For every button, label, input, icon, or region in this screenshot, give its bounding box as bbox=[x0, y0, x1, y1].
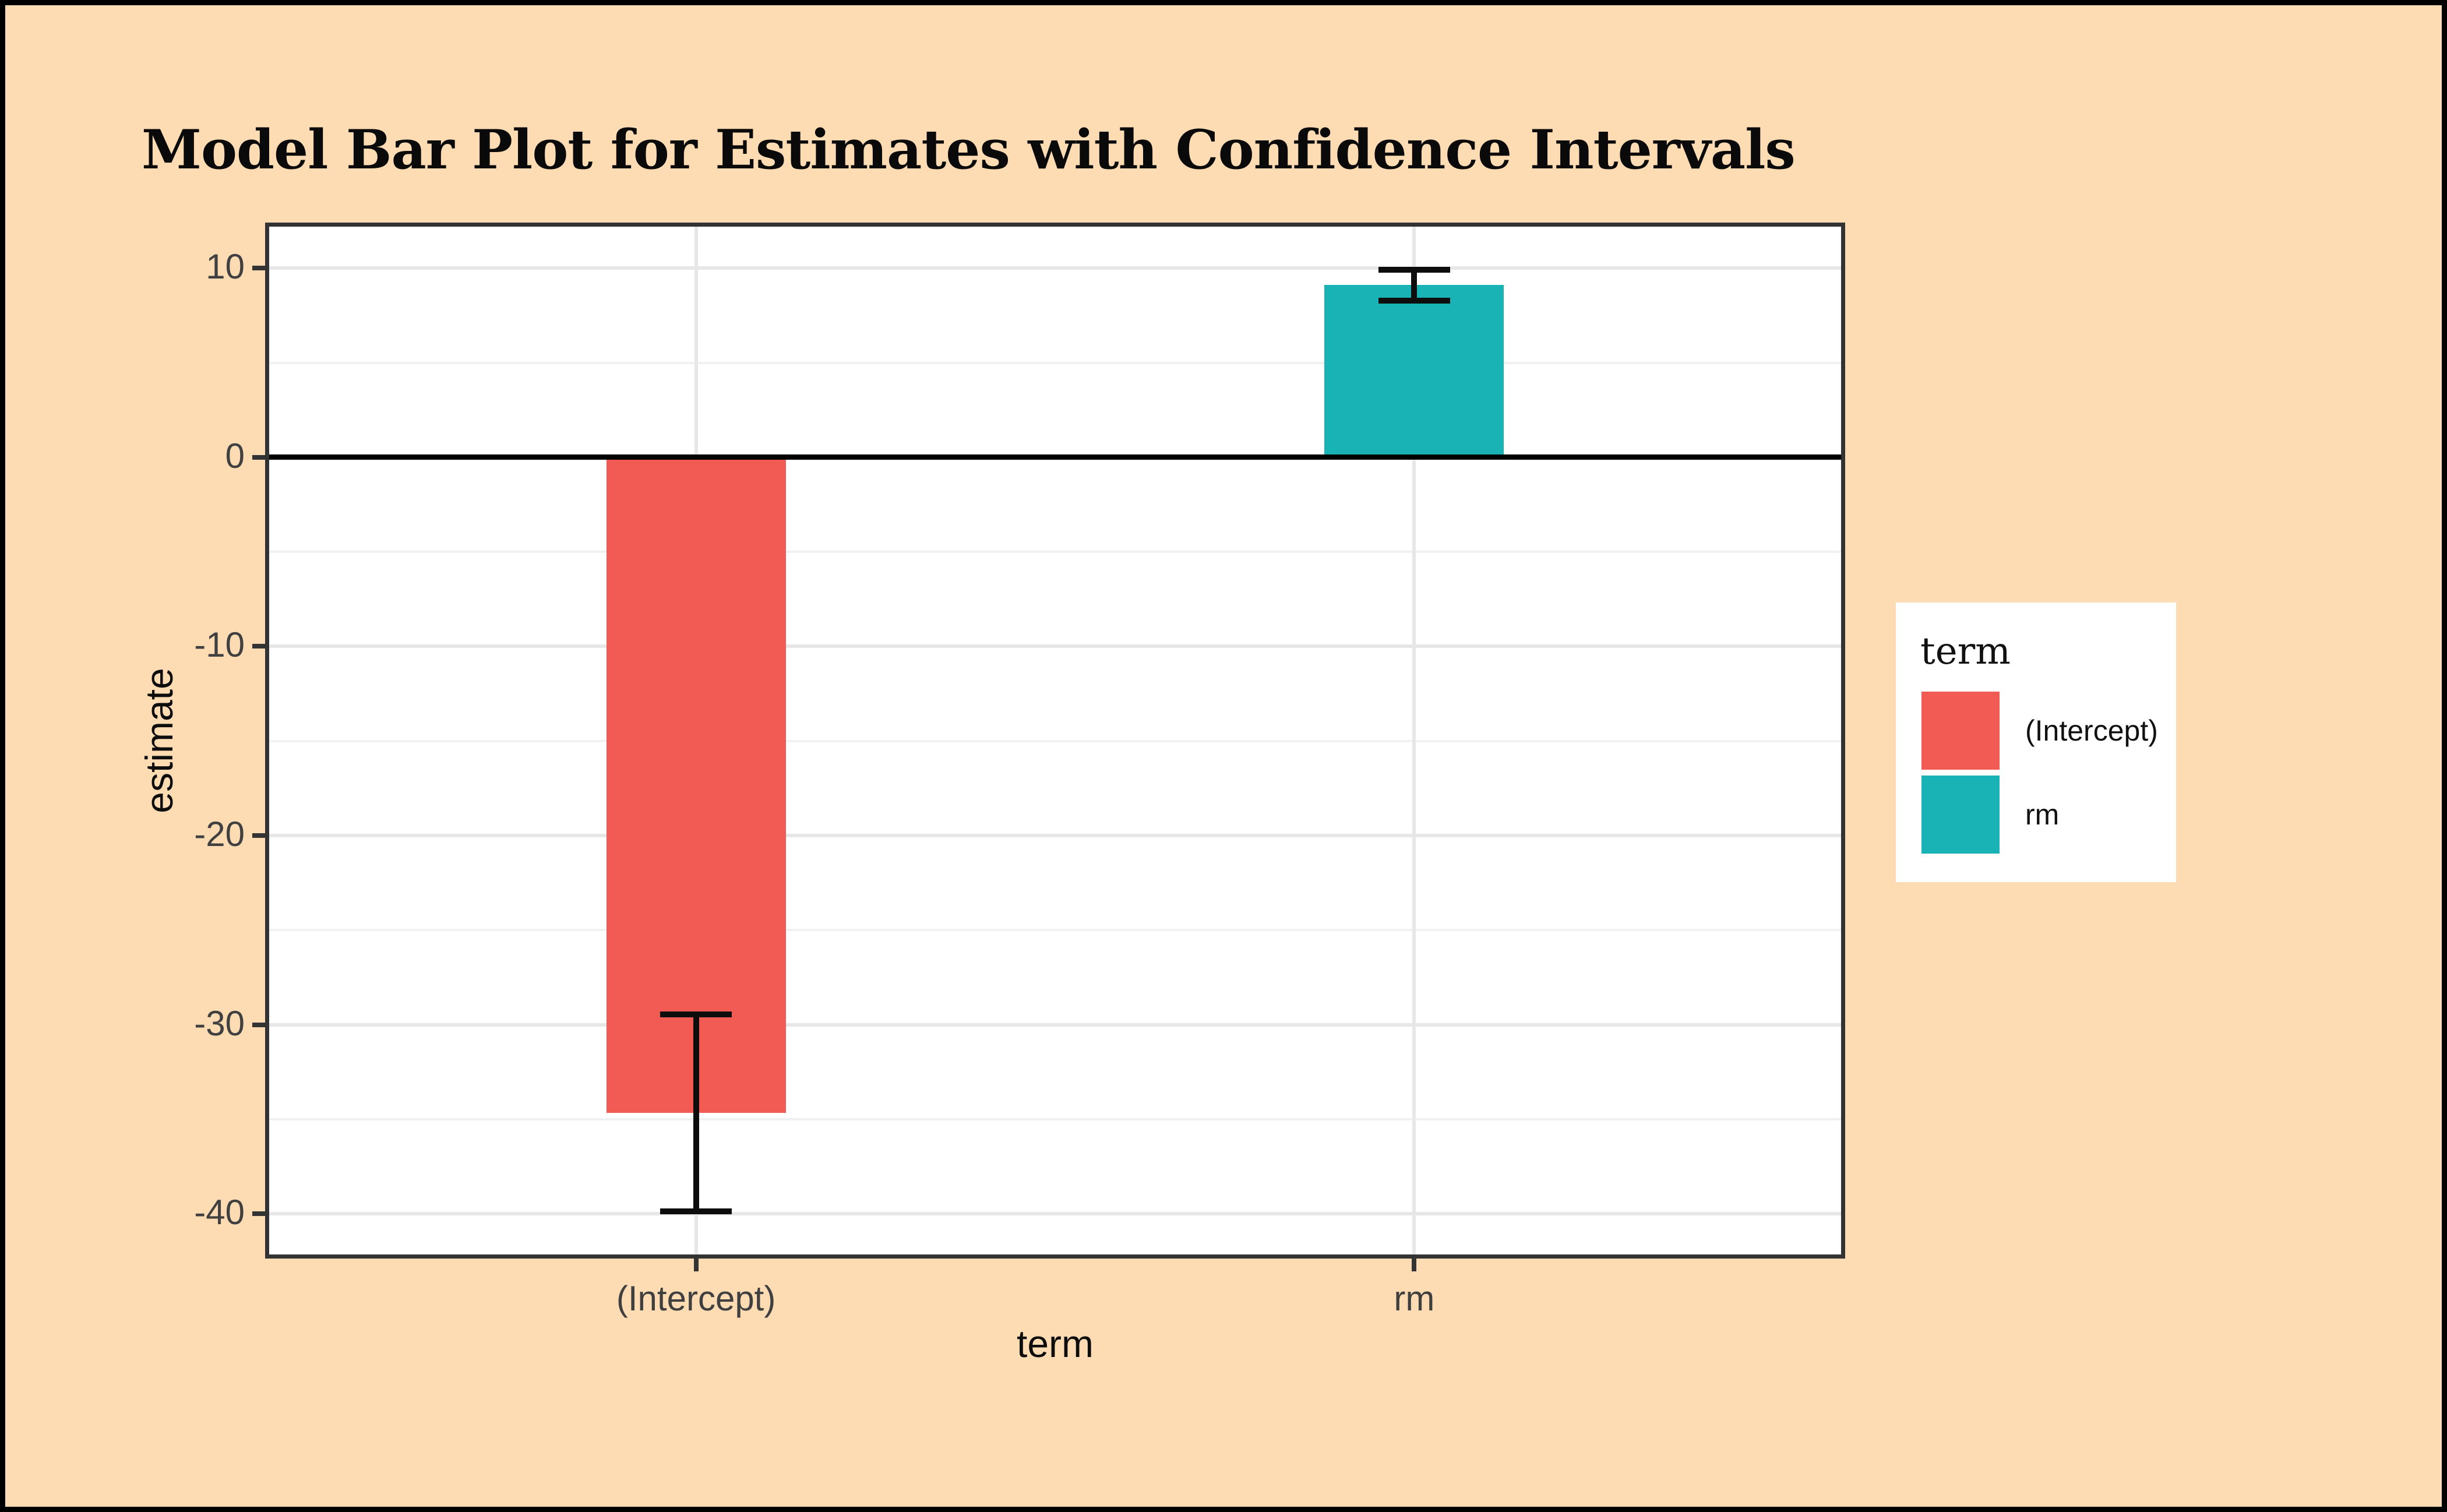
gridline-major-y-10 bbox=[269, 266, 1841, 270]
x-tick-rm bbox=[1412, 1259, 1417, 1271]
bar-rm bbox=[1324, 285, 1504, 457]
legend-title: term bbox=[1920, 630, 2011, 673]
y-tick--10 bbox=[252, 644, 265, 649]
gridline-minor-y-5 bbox=[269, 361, 1841, 364]
y-tick-label--40: -40 bbox=[194, 1193, 245, 1232]
gridline-minor-y--35 bbox=[269, 1118, 1841, 1120]
gridline-x-rm bbox=[1412, 227, 1416, 1254]
y-tick-label--10: -10 bbox=[194, 625, 245, 665]
y-tick-label-10: 10 bbox=[206, 247, 245, 287]
zero-line bbox=[269, 454, 1841, 460]
legend-label-rm: rm bbox=[2025, 798, 2060, 831]
y-tick--40 bbox=[252, 1211, 265, 1217]
legend: term (Intercept) rm bbox=[1896, 602, 2176, 882]
errorbar-stem-(Intercept) bbox=[693, 1014, 699, 1212]
legend-swatch-intercept bbox=[1921, 692, 2000, 770]
x-axis-title: term bbox=[1017, 1322, 1094, 1365]
y-tick--20 bbox=[252, 833, 265, 838]
plot-area bbox=[269, 227, 1841, 1254]
errorbar-cap-low-rm bbox=[1378, 298, 1450, 304]
bar-(Intercept) bbox=[606, 457, 786, 1113]
legend-label-intercept: (Intercept) bbox=[2025, 714, 2158, 747]
errorbar-stem-rm bbox=[1411, 269, 1418, 301]
x-tick-label-rm: rm bbox=[1394, 1279, 1435, 1318]
legend-swatch-rm bbox=[1921, 776, 2000, 854]
errorbar-cap-low-(Intercept) bbox=[660, 1208, 732, 1215]
gridline-major-y--10 bbox=[269, 644, 1841, 648]
y-axis-title: estimate bbox=[137, 668, 181, 813]
gridline-major-y--30 bbox=[269, 1023, 1841, 1027]
chart-title: Model Bar Plot for Estimates with Confid… bbox=[142, 118, 1796, 181]
x-tick-(Intercept) bbox=[693, 1259, 699, 1271]
y-tick--30 bbox=[252, 1022, 265, 1027]
y-tick-10 bbox=[252, 266, 265, 271]
y-tick-label--30: -30 bbox=[194, 1003, 245, 1043]
y-tick-0 bbox=[252, 454, 265, 460]
y-tick-label-0: 0 bbox=[225, 436, 245, 475]
y-tick-label--20: -20 bbox=[194, 814, 245, 854]
gridline-minor-y--5 bbox=[269, 551, 1841, 554]
gridline-major-y--20 bbox=[269, 833, 1841, 837]
gridline-major-y--40 bbox=[269, 1212, 1841, 1216]
x-tick-label-(Intercept): (Intercept) bbox=[616, 1279, 776, 1318]
errorbar-cap-high-rm bbox=[1378, 266, 1450, 273]
gridline-minor-y--15 bbox=[269, 739, 1841, 742]
errorbar-cap-high-(Intercept) bbox=[660, 1011, 732, 1018]
gridline-minor-y--25 bbox=[269, 929, 1841, 932]
